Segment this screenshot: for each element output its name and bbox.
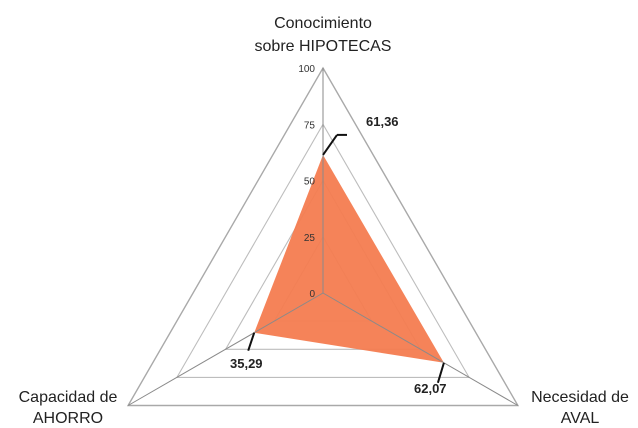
leader-line-2 [247,332,256,352]
series-area-0 [254,154,444,363]
axis-label-conocimiento-line2: sobre HIPOTECAS [255,38,392,55]
data-label-necesidad: 62,07 [414,381,447,396]
data-label-capacidad: 35,29 [230,356,263,371]
axis-label-necesidad-line2: AVAL [561,410,600,427]
data-label-conocimiento: 61,36 [366,114,399,129]
radar-spokes [127,68,519,406]
tick-label-25: 25 [304,233,316,244]
grid-ring-75 [175,123,471,378]
axis-label-capacidad-line1: Capacidad de [19,389,118,406]
axis-label-necesidad-line1: Necesidad de [531,389,629,406]
radar-series [254,154,444,363]
tick-label-100: 100 [298,64,315,75]
tick-label-0: 0 [309,289,315,300]
tick-label-75: 75 [304,120,316,131]
spoke-2 [127,292,324,406]
leader-line-0 [322,134,338,156]
leader-line-1 [436,362,445,384]
grid-ring-100 [126,66,520,407]
spoke-1 [322,292,519,406]
data-label-leaders [247,133,445,384]
tick-label-50: 50 [304,177,316,188]
axis-label-conocimiento-line1: Conocimiento [274,15,372,32]
tick-labels: 0 25 50 75 100 [298,64,315,300]
axis-label-capacidad-line2: AHORRO [33,410,103,427]
